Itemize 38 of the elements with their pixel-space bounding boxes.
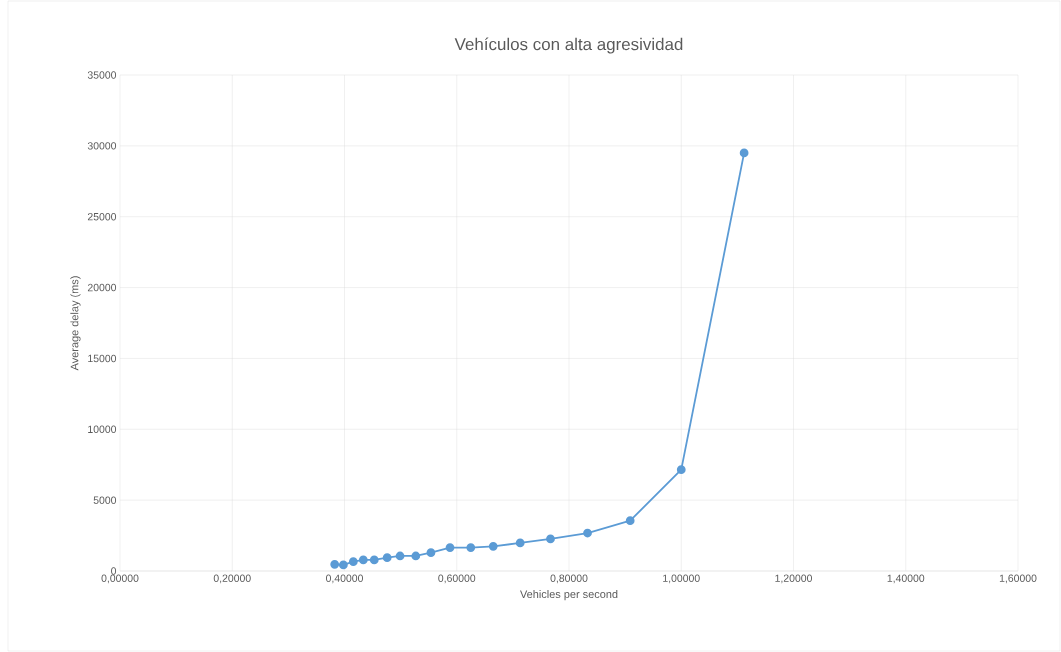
point [676, 465, 686, 475]
x-axis-title: Vehicles per second [520, 590, 618, 601]
y-tick-label: 20000 [87, 283, 117, 292]
x-tick-label: 1,40000 [887, 574, 925, 584]
x-tick-label: 1,20000 [775, 574, 812, 584]
x-tick-label: 0,40000 [326, 574, 363, 584]
point [466, 543, 476, 552]
point [330, 559, 340, 569]
y-tick-label: 0 [111, 567, 117, 575]
y-tick-label: 30000 [87, 142, 117, 150]
x-tick-label: 0,00000 [101, 574, 139, 584]
point [488, 541, 498, 551]
point [358, 555, 368, 565]
x-tick-label: 1,60000 [999, 574, 1037, 584]
point [411, 551, 421, 561]
y-tick-label: 15000 [88, 354, 117, 363]
point [546, 534, 555, 544]
point [515, 538, 525, 548]
point [426, 548, 436, 558]
chart-title: Vehículos con alta agresividad [454, 37, 683, 54]
point [369, 555, 379, 565]
x-tick-label: 0,80000 [550, 574, 588, 584]
point [625, 516, 635, 526]
point [382, 553, 392, 563]
point [739, 148, 749, 158]
x-tick-label: 1,00000 [663, 574, 700, 584]
point [395, 551, 405, 561]
x-tick-label: 0,60000 [438, 574, 476, 584]
y-tick-label: 10000 [88, 425, 117, 433]
x-tick-label: 0,20000 [213, 574, 251, 584]
point [445, 543, 455, 552]
point [338, 560, 348, 570]
point [348, 557, 358, 567]
y-tick-label: 35000 [87, 71, 117, 79]
point [583, 528, 592, 538]
y-tick-label: 5000 [93, 496, 117, 504]
y-axis-title: Average delay (ms) [70, 276, 81, 371]
y-tick-label: 25000 [87, 213, 117, 221]
